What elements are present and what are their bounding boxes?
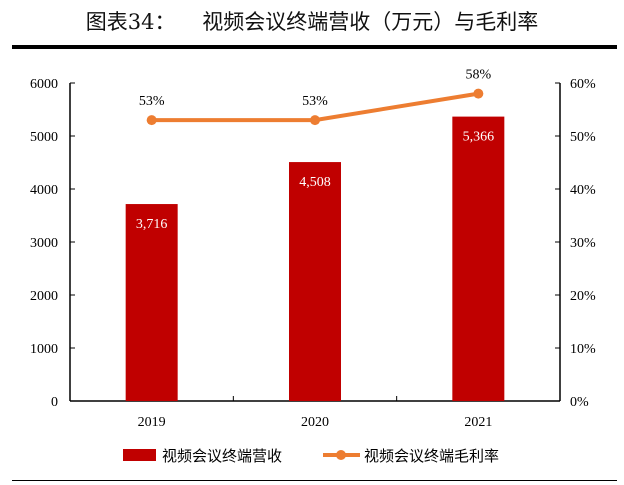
line-point-2020 xyxy=(310,115,320,126)
line-point-2019 xyxy=(146,115,157,126)
bar-2020 xyxy=(289,162,341,401)
left-axis-tick-label: 6000 xyxy=(30,77,58,92)
bar-2019 xyxy=(125,204,178,401)
chart-title: 图表34： 视频会议终端营收（万元）与毛利率 xyxy=(85,10,539,34)
bar-2021 xyxy=(452,116,505,402)
left-axis-tick-label: 2000 xyxy=(30,289,58,304)
bar-data-label: 5,366 xyxy=(463,130,495,145)
legend-line-label: 视频会议终端毛利率 xyxy=(364,448,499,465)
x-axis-tick-label: 2019 xyxy=(138,415,166,430)
legend-line-marker xyxy=(336,450,346,460)
legend-bar-swatch xyxy=(123,449,156,461)
right-axis-tick-label: 50% xyxy=(570,130,596,145)
right-axis-tick-label: 20% xyxy=(570,289,596,304)
title-rule xyxy=(12,45,617,49)
x-axis-tick-label: 2020 xyxy=(301,415,329,430)
left-axis-tick-label: 1000 xyxy=(30,342,58,357)
x-axis-tick-label: 2021 xyxy=(464,415,492,430)
left-axis-tick-label: 0 xyxy=(51,395,58,410)
right-axis-tick-label: 40% xyxy=(570,183,596,198)
line-point-2021 xyxy=(473,88,484,99)
right-axis-tick-label: 30% xyxy=(570,236,596,251)
line-data-label: 53% xyxy=(302,94,328,109)
right-axis-tick-label: 0% xyxy=(570,395,589,410)
line-data-label: 58% xyxy=(465,68,491,83)
right-axis-tick-label: 60% xyxy=(570,77,596,92)
left-axis-tick-label: 3000 xyxy=(30,236,58,251)
left-axis-tick-label: 4000 xyxy=(30,183,58,198)
bar-data-label: 3,716 xyxy=(136,217,168,232)
bar-data-label: 4,508 xyxy=(299,175,331,190)
bottom-rule xyxy=(12,480,617,481)
left-axis-tick-label: 5000 xyxy=(30,130,58,145)
line-data-label: 53% xyxy=(139,94,165,109)
legend-bar-label: 视频会议终端营收 xyxy=(162,448,282,465)
right-axis-tick-label: 10% xyxy=(570,342,596,357)
